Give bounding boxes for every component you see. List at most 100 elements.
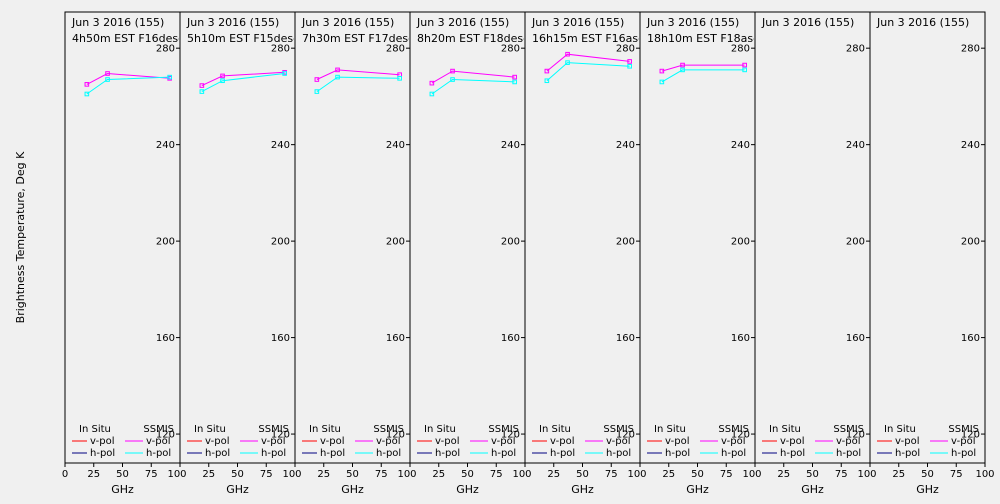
y-tick-label: 280	[271, 44, 290, 55]
y-tick-label: 240	[846, 140, 865, 151]
series-line-ssmis-hpol	[661, 69, 745, 83]
legend-ssmis-hpol: h-pol	[951, 448, 976, 459]
y-tick-label: 160	[731, 333, 750, 344]
y-tick-label: 120	[156, 430, 175, 441]
data-point-ssmis-vpol	[450, 68, 455, 74]
data-point-ssmis-vpol	[680, 62, 685, 68]
series-line-ssmis-vpol	[431, 70, 515, 84]
x-tick-label: 25	[547, 469, 560, 480]
data-point-ssmis-vpol	[659, 68, 665, 74]
y-tick-label: 200	[731, 237, 750, 248]
panel-4: Jun 3 2016 (155) 8h20m EST F18desc 120 160 2…	[397, 12, 526, 496]
x-tick-label: 75	[950, 469, 963, 480]
legend-ssmis-hpol: h-pol	[261, 448, 286, 459]
panel-title-date: Jun 3 2016 (155)	[646, 16, 739, 29]
legend-ssmis-vpol: v-pol	[376, 436, 401, 447]
x-tick-label: 25	[662, 469, 675, 480]
x-tick-label: 100	[397, 469, 416, 480]
x-tick-label: 100	[627, 469, 646, 480]
panel-title-time-satellite: 7h30m EST F17desc	[302, 32, 414, 45]
legend-ssmis-title: SSMIS	[603, 424, 634, 435]
y-tick-label: 120	[846, 430, 865, 441]
legend-ssmis-vpol: v-pol	[261, 436, 286, 447]
x-axis-label: GHz	[341, 483, 364, 496]
legend-insitu-vpol: v-pol	[895, 436, 920, 447]
panel-2: Jun 3 2016 (155) 5h10m EST F15desc 120 160 2…	[167, 12, 296, 496]
legend-ssmis-vpol: v-pol	[491, 436, 516, 447]
panel-title-date: Jun 3 2016 (155)	[416, 16, 509, 29]
y-tick-label: 240	[156, 140, 175, 151]
data-point-ssmis-vpol	[627, 59, 632, 64]
legend-ssmis-title: SSMIS	[258, 424, 289, 435]
x-tick-label: 100	[512, 469, 531, 480]
y-tick-label: 280	[616, 44, 635, 55]
x-tick-label: 75	[490, 469, 503, 480]
data-point-ssmis-hpol	[335, 74, 340, 80]
panel-8: Jun 3 2016 (155) 120 160 200 240 280 100 25 50 75…	[857, 12, 995, 496]
panel-title-date: Jun 3 2016 (155)	[186, 16, 279, 29]
y-tick-label: 120	[616, 430, 635, 441]
y-tick-label: 120	[961, 430, 980, 441]
series-line-ssmis-vpol	[201, 71, 285, 87]
x-axis-label: GHz	[916, 483, 939, 496]
panel-title-date: Jun 3 2016 (155)	[531, 16, 624, 29]
legend-insitu-vpol: v-pol	[205, 436, 230, 447]
data-point-ssmis-hpol	[742, 67, 747, 73]
y-tick-label: 240	[616, 140, 635, 151]
panel-title-date: Jun 3 2016 (155)	[876, 16, 969, 29]
legend-ssmis-hpol: h-pol	[146, 448, 171, 459]
x-tick-label: 25	[87, 469, 100, 480]
x-axis-label: GHz	[801, 483, 824, 496]
y-axis-label: Brightness Temperature, Deg K	[14, 151, 27, 323]
x-tick-label: 100	[857, 469, 876, 480]
series-line-ssmis-vpol	[316, 69, 400, 80]
x-axis-label: GHz	[686, 483, 709, 496]
data-point-ssmis-hpol	[397, 76, 402, 81]
legend-insitu-title: In Situ	[424, 424, 456, 435]
y-tick-label: 200	[271, 237, 290, 248]
legend-insitu-hpol: h-pol	[205, 448, 230, 459]
x-tick-label: 100	[167, 469, 186, 480]
x-tick-label: 25	[202, 469, 215, 480]
data-point-ssmis-vpol	[544, 68, 550, 74]
y-tick-label: 160	[501, 333, 520, 344]
x-axis-label: GHz	[456, 483, 479, 496]
x-tick-label: 75	[260, 469, 273, 480]
x-tick-label: 50	[921, 469, 934, 480]
legend-insitu-vpol: v-pol	[320, 436, 345, 447]
series-line-ssmis-hpol	[431, 78, 515, 95]
data-point-ssmis-vpol	[429, 80, 435, 86]
y-tick-label: 280	[156, 44, 175, 55]
y-tick-label: 160	[386, 333, 405, 344]
legend-insitu-hpol: h-pol	[665, 448, 690, 459]
data-point-ssmis-vpol	[314, 77, 320, 82]
legend-insitu-vpol: v-pol	[780, 436, 805, 447]
y-tick-label: 200	[156, 237, 175, 248]
data-point-ssmis-hpol	[627, 63, 632, 69]
legend-ssmis-title: SSMIS	[948, 424, 979, 435]
x-tick-label: 50	[576, 469, 589, 480]
legend-insitu-title: In Situ	[654, 424, 686, 435]
legend-ssmis-title: SSMIS	[373, 424, 404, 435]
panel-title-time-satellite: 16h15m EST F16asc	[532, 32, 644, 45]
x-tick-label: 50	[346, 469, 359, 480]
x-tick-label: 75	[605, 469, 618, 480]
y-tick-label: 280	[961, 44, 980, 55]
x-tick-label: 25	[317, 469, 330, 480]
y-tick-label: 280	[846, 44, 865, 55]
data-point-ssmis-vpol	[220, 73, 225, 79]
y-tick-label: 240	[731, 140, 750, 151]
legend-insitu-title: In Situ	[539, 424, 571, 435]
y-tick-label: 240	[961, 140, 980, 151]
data-point-ssmis-hpol	[220, 78, 225, 84]
x-axis-label: GHz	[571, 483, 594, 496]
data-point-ssmis-vpol	[512, 74, 517, 80]
x-tick-label: 50	[461, 469, 474, 480]
legend-ssmis-hpol: h-pol	[836, 448, 861, 459]
panel-title-time-satellite: 18h10m EST F18asc	[647, 32, 759, 45]
legend-insitu-vpol: v-pol	[665, 436, 690, 447]
series-line-ssmis-vpol	[546, 53, 630, 72]
series-line-ssmis-hpol	[201, 73, 285, 93]
